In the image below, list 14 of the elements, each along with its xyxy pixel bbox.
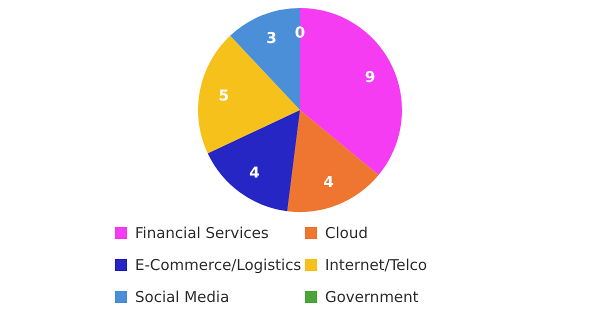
pie-slice [287,110,379,212]
data-label: 9 [364,68,376,86]
legend-label: Financial Services [135,224,269,242]
text: 0 [294,23,306,42]
data-label: 5 [218,86,230,104]
data-label: 3 [266,28,277,47]
data-label: 4 [323,173,334,192]
legend-label: E-Commerce/Logistics [135,256,302,274]
pie-slice [208,110,300,212]
legend-label: Government [325,288,419,306]
legend-label: Social Media [135,288,230,306]
legend-label: Cloud [325,224,368,242]
data-label: 4 [249,164,260,182]
legend-label: Internet/Telco [325,256,428,274]
